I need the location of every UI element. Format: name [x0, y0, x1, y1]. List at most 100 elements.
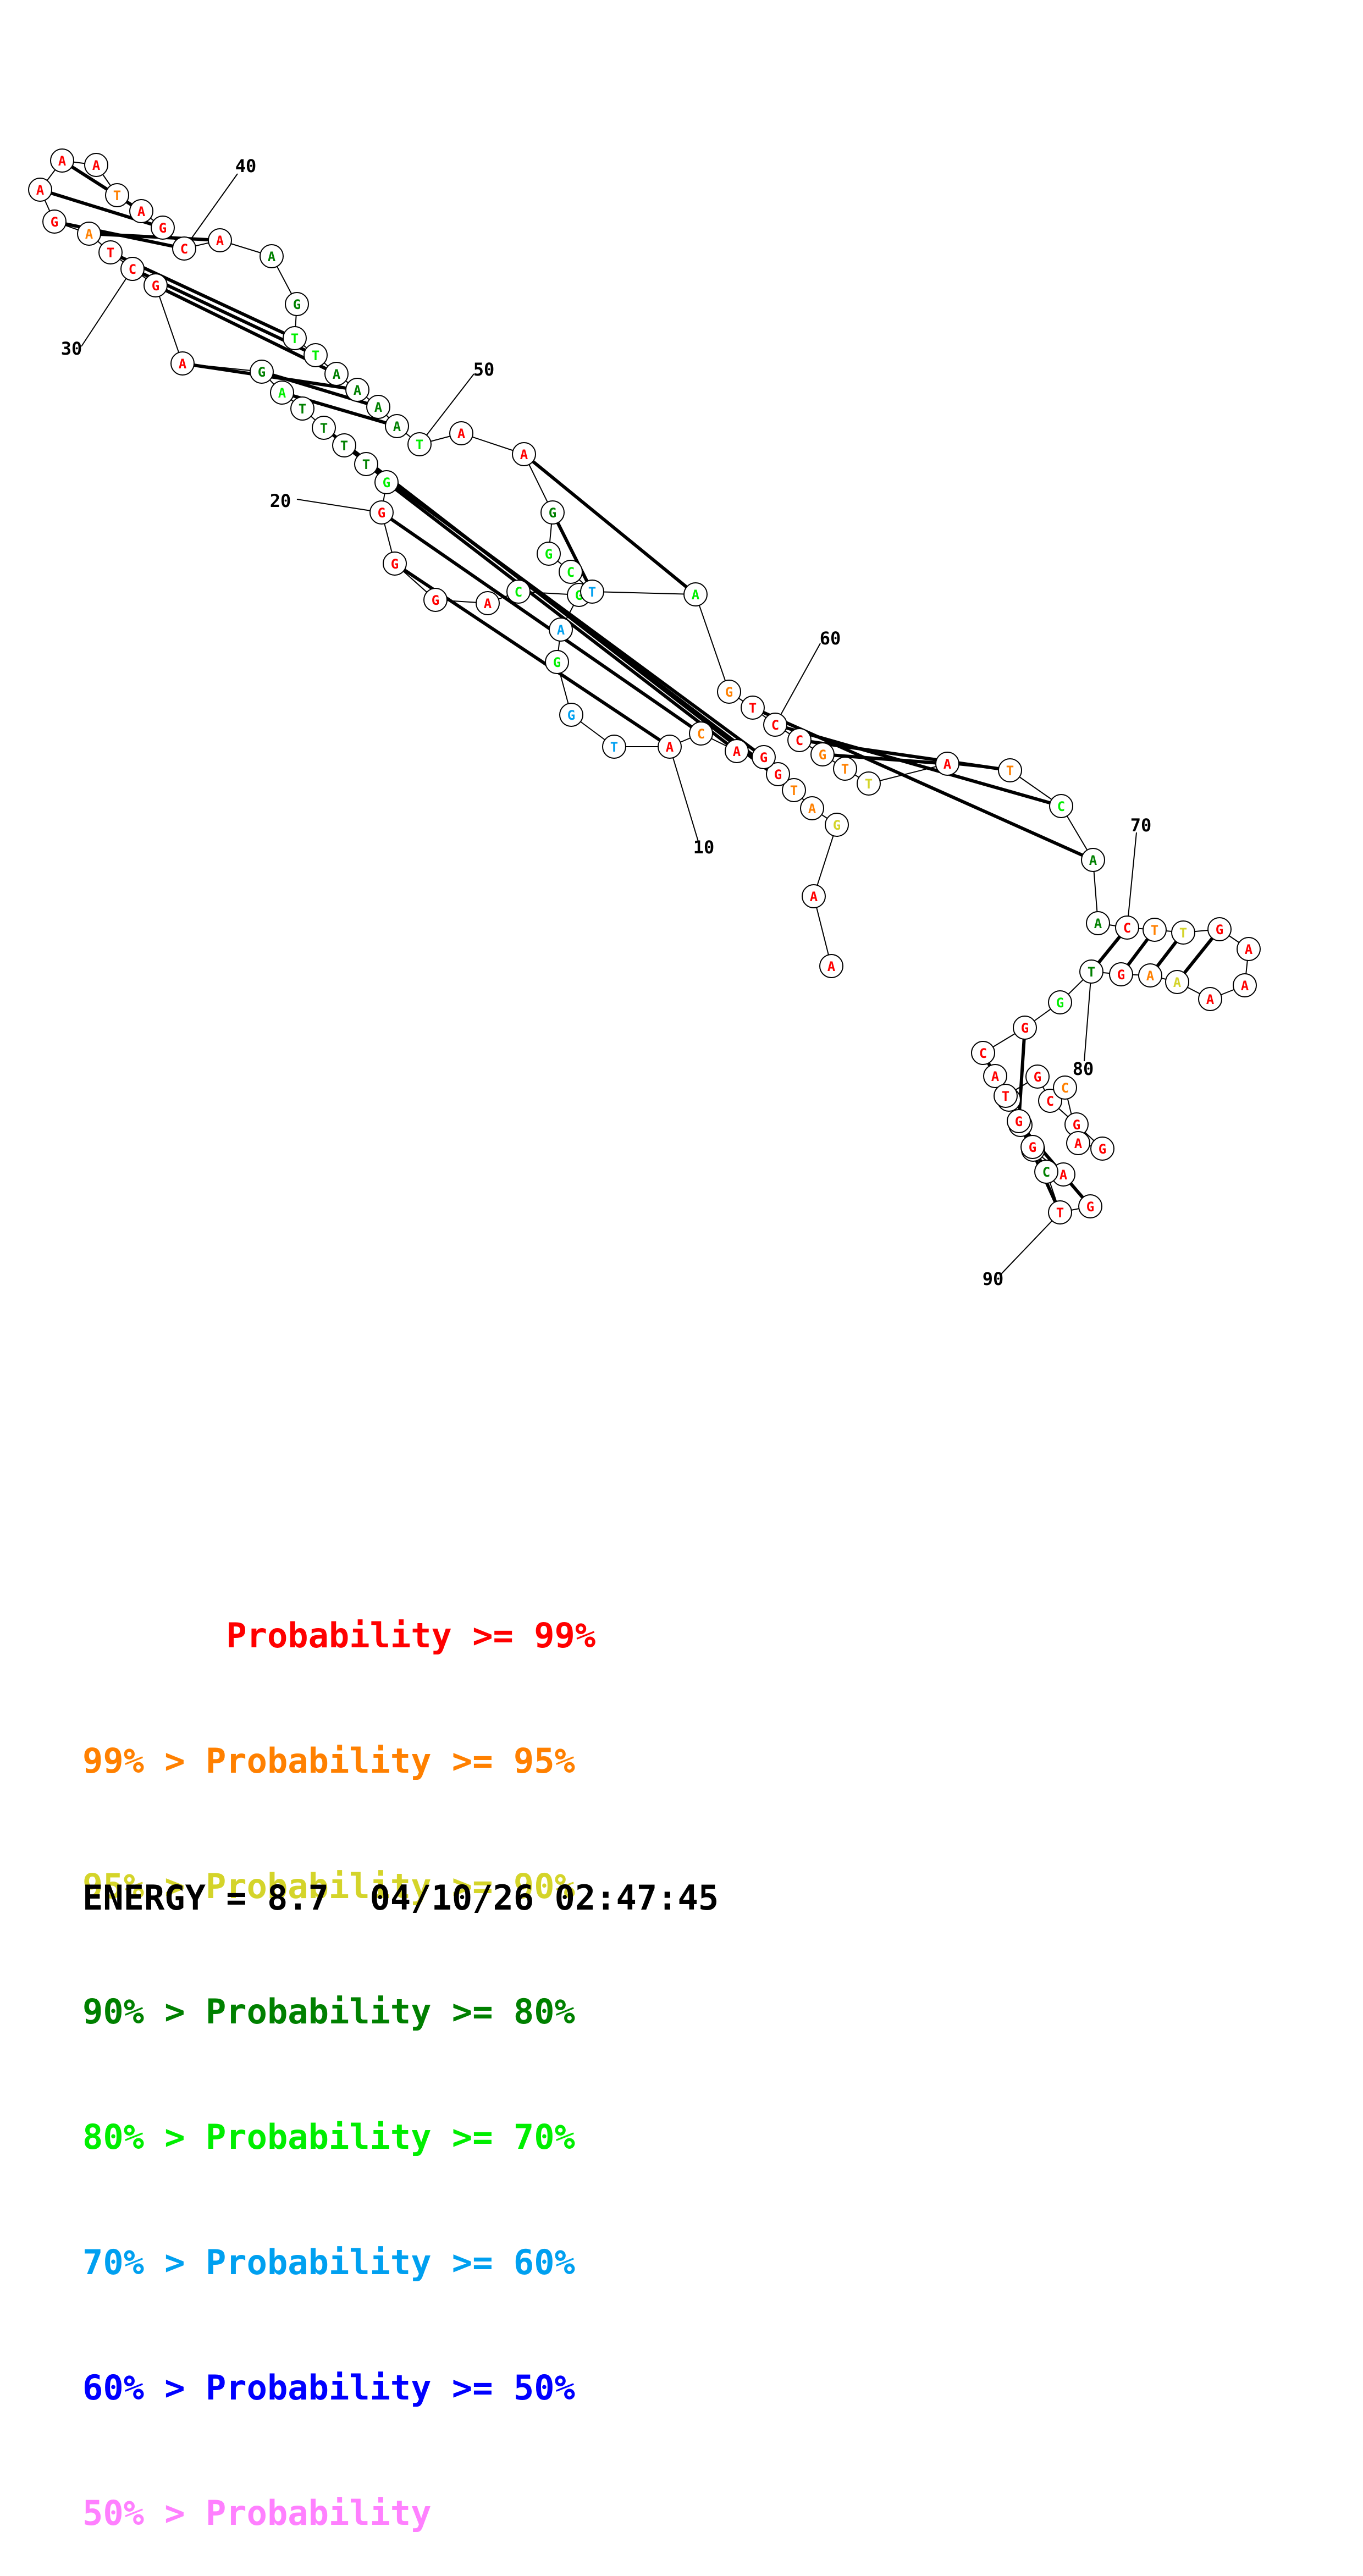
- nucleotide-letter: T: [1179, 925, 1187, 941]
- nucleotide-letter: C: [567, 565, 575, 580]
- nucleotide-circle: [312, 416, 336, 440]
- nucleotide-letter: A: [1146, 968, 1155, 984]
- nucleotide-circle: [971, 1041, 995, 1065]
- nucleotide-circle: [537, 542, 561, 566]
- nucleotide-circle: [983, 1064, 1007, 1088]
- nucleotide-letter: T: [1151, 923, 1158, 938]
- nucleotide-letter: A: [1173, 975, 1182, 990]
- position-label: 60: [820, 628, 841, 649]
- energy-footer: ENERGY = 8.7 04/10/26 02:47:45: [82, 1878, 719, 1918]
- legend-row: Probability >= 99%: [82, 1615, 596, 1656]
- nucleotide-letter: G: [258, 365, 266, 380]
- nucleotide-circle: [810, 742, 835, 766]
- nucleotide-letter: G: [1034, 1069, 1041, 1085]
- nucleotide-circle: [1109, 962, 1133, 986]
- nucleotide-letter: T: [588, 584, 596, 600]
- nucleotide-letter: T: [299, 401, 306, 417]
- nucleotide-letter: A: [943, 757, 952, 772]
- nucleotide-circle: [689, 721, 713, 746]
- nucleotide-letter: C: [180, 241, 188, 257]
- nucleotide-letter: A: [179, 356, 187, 372]
- legend-row: 50% > Probability: [82, 2493, 432, 2533]
- base-pair-bond: [799, 738, 1011, 772]
- nucleotide-circle: [151, 216, 175, 240]
- nucleotide-circle: [658, 735, 682, 759]
- nucleotide-circle: [549, 617, 573, 642]
- nucleotide-letter: G: [1117, 967, 1125, 983]
- nucleotide-letter: A: [484, 596, 492, 611]
- nucleotide-circle: [449, 421, 473, 445]
- backbone-segment: [813, 824, 837, 897]
- nucleotide-letter: G: [51, 214, 58, 230]
- nucleotide-circle: [1081, 848, 1105, 872]
- nucleotide-letter: G: [1099, 1141, 1106, 1157]
- nucleotide-letter: C: [1042, 1165, 1050, 1180]
- nucleotide-circle: [50, 148, 74, 173]
- base-pair-bond: [775, 723, 1062, 808]
- position-label: 30: [61, 338, 82, 359]
- position-ticks: [81, 173, 1137, 1275]
- nucleotide-letter: G: [1073, 1117, 1080, 1133]
- nucleotide-circle: [120, 257, 145, 281]
- nucleotide-letter: T: [749, 700, 757, 716]
- nucleotide-circle: [559, 560, 583, 584]
- nucleotide-circle: [1207, 917, 1232, 941]
- nucleotide-letter: A: [1074, 1136, 1083, 1151]
- nucleotide-letter: T: [790, 783, 798, 798]
- position-tick: [1000, 1212, 1061, 1275]
- nucleotide-circle: [285, 292, 309, 316]
- nucleotide-letter: T: [1088, 964, 1095, 980]
- nucleotide-letter: T: [291, 331, 299, 346]
- nucleotide-letter: C: [979, 1046, 987, 1061]
- nucleotide-circle: [1115, 915, 1139, 940]
- nucleotide-letter: G: [159, 220, 167, 236]
- nucleotide-circle: [423, 588, 448, 612]
- nucleotide-circle: [208, 228, 232, 252]
- nucleotide-letter: A: [1245, 942, 1253, 957]
- nucleotide-circle: [476, 591, 500, 615]
- position-label: 70: [1130, 815, 1152, 836]
- position-label: 50: [473, 359, 495, 380]
- nucleotide-circle: [1053, 1075, 1077, 1100]
- nucleotide-letter: G: [819, 747, 826, 763]
- nucleotide-letter: G: [760, 750, 768, 765]
- nucleotide-circle: [506, 580, 531, 604]
- position-label: 80: [1073, 1058, 1094, 1079]
- nucleotide-letter: G: [293, 297, 301, 312]
- nucleotide-circle: [374, 470, 399, 494]
- nucleotide-circle: [833, 757, 857, 781]
- nucleotide-letter: A: [216, 233, 224, 249]
- nucleotide-circle: [683, 582, 708, 606]
- nucleotide-letter: A: [92, 158, 101, 173]
- nucleotide-circle: [369, 500, 394, 525]
- nucleotide-circle: [1078, 1194, 1102, 1218]
- nucleotide-circle: [98, 240, 123, 264]
- nucleotide-circle: [1013, 1016, 1037, 1040]
- legend-row: 90% > Probability >= 80%: [82, 1992, 575, 2032]
- nucleotide-letter: A: [1089, 853, 1097, 868]
- nucleotide-letter: G: [833, 818, 841, 833]
- nucleotide-circle: [1025, 1064, 1050, 1089]
- nucleotide-circle: [1143, 918, 1167, 942]
- nucleotide-circle: [752, 745, 776, 769]
- nucleotide-letter: C: [697, 726, 705, 742]
- nucleotide-circle: [998, 758, 1022, 782]
- nucleotide-circle: [602, 735, 626, 759]
- probability-legend: Probability >= 99% 99% > Probability >= …: [82, 1531, 595, 2576]
- nucleotide-circle: [1138, 963, 1162, 988]
- nucleotide-letter: A: [1060, 1167, 1068, 1183]
- base-pair-bond: [365, 462, 765, 759]
- nucleotide-letter: A: [1094, 916, 1102, 931]
- position-label: 90: [983, 1268, 1004, 1289]
- nucleotide-letter: G: [1015, 1114, 1023, 1129]
- backbone-segment: [868, 763, 948, 784]
- nucleotide-circle: [1171, 920, 1195, 945]
- nucleotide-letter: G: [567, 708, 575, 723]
- position-label: 40: [235, 156, 257, 176]
- nucleotide-letter: T: [107, 245, 114, 261]
- nucleotide-letter: A: [268, 249, 276, 264]
- nucleotide-letter: A: [1206, 992, 1215, 1007]
- nucleotide-letter: G: [432, 593, 439, 608]
- nucleotide-letter: A: [354, 383, 362, 398]
- nucleotide-circle: [77, 222, 101, 246]
